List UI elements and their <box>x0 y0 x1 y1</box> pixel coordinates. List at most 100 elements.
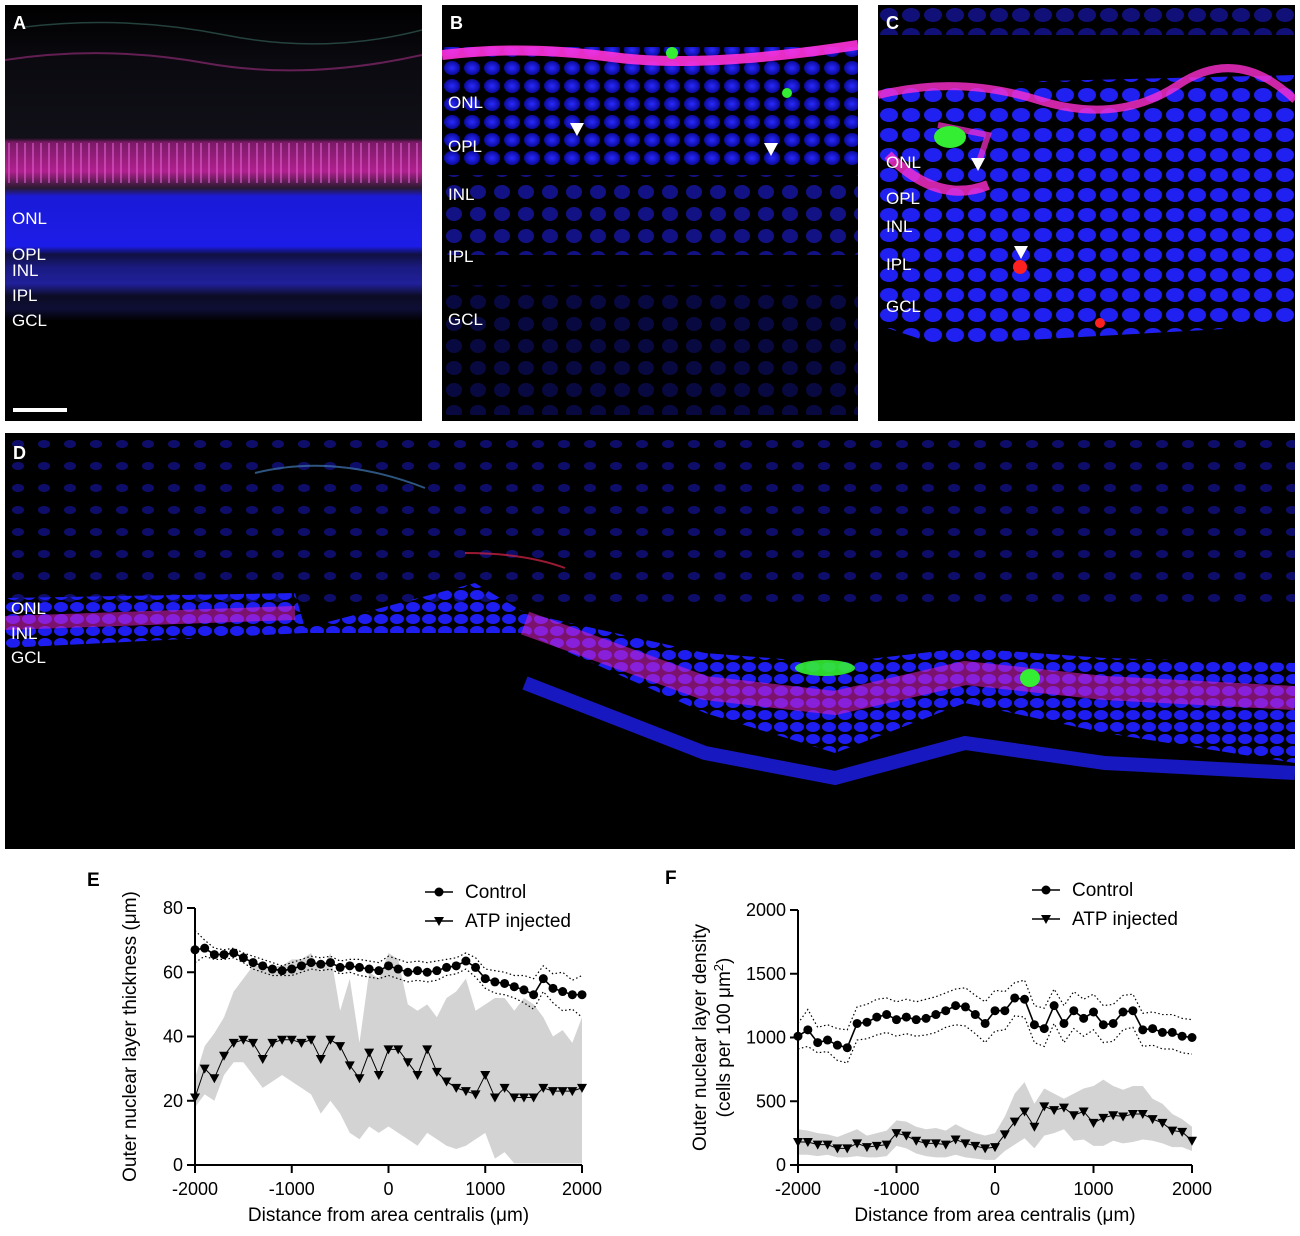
data-point-atp-injected <box>891 1129 902 1139</box>
data-point-atp-injected <box>412 1071 423 1081</box>
data-point-control <box>951 1001 961 1011</box>
legend-label: Control <box>465 882 526 903</box>
data-point-atp-injected <box>812 1140 823 1150</box>
data-point-control <box>374 966 384 976</box>
data-point-atp-injected <box>1049 1106 1060 1116</box>
data-point-control <box>1049 1001 1059 1011</box>
data-point-control <box>258 961 268 971</box>
layer-label-onl: ONL <box>12 209 47 228</box>
data-point-atp-injected <box>970 1141 981 1151</box>
data-point-atp-injected <box>930 1139 941 1149</box>
data-point-control <box>306 958 316 968</box>
data-point-control <box>519 985 529 995</box>
data-point-atp-injected <box>911 1136 922 1146</box>
data-point-control <box>1167 1027 1177 1037</box>
data-point-control <box>325 958 335 968</box>
data-point-control <box>296 961 306 971</box>
chart-e: 0 20 40 60 80 -2000 -1000 0 1000 2000 Control ATP i… <box>120 882 602 1226</box>
data-point-atp-injected <box>199 1064 210 1074</box>
data-point-control <box>892 1015 901 1025</box>
micrograph-panel-b: B ONL OPL INL IPL GCL <box>442 5 858 421</box>
data-point-control <box>248 958 258 968</box>
y-tick-label: 60 <box>163 962 183 982</box>
layer-label-gcl: GCL <box>11 648 46 667</box>
data-point-atp-injected <box>538 1083 549 1093</box>
data-point-control <box>970 1010 980 1020</box>
data-point-control <box>1010 993 1020 1003</box>
data-point-control <box>1029 1020 1039 1030</box>
y-axis-label: Outer nuclear layer density <box>690 923 711 1151</box>
x-tick-label: -1000 <box>873 1179 919 1199</box>
data-point-control <box>480 974 490 984</box>
layer-label-onl: ONL <box>886 153 921 172</box>
y-tick-label: 80 <box>163 898 183 918</box>
data-point-control <box>461 956 471 966</box>
data-point-atp-injected <box>470 1090 481 1100</box>
data-point-atp-injected <box>228 1038 239 1048</box>
x-axis-label: Distance from area centralis (μm) <box>248 1205 529 1226</box>
x-tick-label: -2000 <box>775 1179 821 1199</box>
data-point-atp-injected <box>999 1130 1010 1140</box>
data-point-atp-injected <box>422 1045 433 1055</box>
data-point-control <box>229 948 239 958</box>
layer-label-inl: INL <box>12 261 39 280</box>
sem-band-atp-injected <box>798 1079 1192 1160</box>
data-point-atp-injected <box>1118 1112 1129 1122</box>
data-point-atp-injected <box>567 1087 578 1097</box>
x-tick-label: 0 <box>990 1179 1000 1199</box>
data-point-control <box>432 966 442 976</box>
data-point-control <box>1098 1020 1108 1030</box>
data-point-atp-injected <box>842 1144 853 1154</box>
x-tick-label: 2000 <box>1172 1179 1212 1199</box>
data-point-control <box>529 990 539 1000</box>
data-point-atp-injected <box>238 1035 249 1045</box>
data-point-atp-injected <box>1108 1111 1119 1121</box>
panel-a-image <box>5 5 422 421</box>
panel-label-a: A <box>13 13 26 33</box>
data-point-control <box>862 1017 872 1027</box>
data-point-atp-injected <box>499 1083 510 1093</box>
y-tick-label: 500 <box>756 1091 786 1111</box>
arrowhead-marker <box>1014 246 1028 259</box>
layer-label-opl: OPL <box>448 137 483 156</box>
data-point-atp-injected <box>306 1035 317 1045</box>
data-point-atp-injected <box>528 1093 539 1103</box>
y-tick-label: 40 <box>163 1027 183 1047</box>
micrograph-panel-d: D ONL INL GCL <box>5 433 1295 849</box>
data-point-control <box>451 961 461 971</box>
x-tick-label: -2000 <box>172 1179 218 1199</box>
data-point-atp-injected <box>557 1087 568 1097</box>
data-point-atp-injected <box>267 1038 278 1048</box>
data-point-atp-injected <box>296 1038 307 1048</box>
data-point-control <box>901 1012 911 1022</box>
data-point-control <box>1000 1006 1010 1016</box>
data-point-control <box>1020 994 1030 1004</box>
panel-label-c: C <box>886 13 899 33</box>
data-point-atp-injected <box>822 1140 833 1150</box>
data-point-atp-injected <box>1177 1127 1188 1137</box>
legend-marker-control <box>1041 885 1051 895</box>
data-point-control <box>1079 1013 1089 1023</box>
data-point-control <box>921 1013 931 1023</box>
data-point-control <box>384 961 393 971</box>
data-point-control <box>1177 1031 1187 1041</box>
data-point-atp-injected <box>1058 1103 1069 1113</box>
data-point-control <box>335 962 345 972</box>
data-point-atp-injected <box>871 1141 882 1151</box>
y-tick-label: 0 <box>173 1155 183 1175</box>
legend-label: ATP injected <box>1072 909 1178 930</box>
data-point-control <box>1148 1024 1158 1034</box>
data-point-atp-injected <box>393 1045 404 1055</box>
sem-bound-control-lower <box>797 1015 1193 1064</box>
layer-label-ipl: IPL <box>886 255 912 274</box>
data-point-control <box>413 966 423 976</box>
data-point-atp-injected <box>1009 1117 1020 1127</box>
y-tick-label: 20 <box>163 1091 183 1111</box>
data-point-control <box>793 1031 803 1041</box>
data-point-control <box>813 1038 823 1048</box>
sem-bound-control-upper <box>194 930 583 981</box>
micrograph-panel-c: C ONL OPL INL IPL GCL <box>878 5 1295 421</box>
panel-label-e: E <box>87 870 100 891</box>
data-point-control <box>852 1018 862 1028</box>
data-point-atp-injected <box>990 1143 1000 1153</box>
